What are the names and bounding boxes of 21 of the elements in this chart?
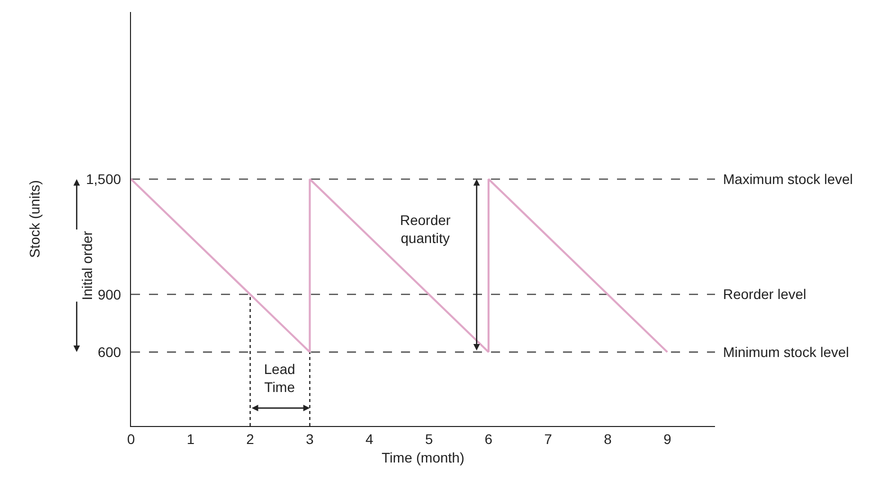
y-axis-title: Stock (units) bbox=[26, 180, 43, 258]
ref-line-label: Reorder level bbox=[723, 286, 806, 302]
ref-line-label: Maximum stock level bbox=[723, 171, 853, 187]
x-tick-label: 6 bbox=[484, 430, 493, 447]
ref-line-label: Minimum stock level bbox=[723, 344, 850, 360]
x-tick-label: 7 bbox=[544, 430, 552, 447]
annotation: Lead Time bbox=[264, 361, 296, 396]
x-tick-label: 9 bbox=[663, 430, 672, 447]
y-tick-label: 1,500 bbox=[86, 171, 122, 188]
x-tick-label: 2 bbox=[246, 430, 254, 447]
x-tick-label: 8 bbox=[604, 430, 612, 447]
annotation: Reorder quantity bbox=[400, 212, 451, 246]
x-tick-label: 3 bbox=[306, 430, 314, 447]
text: Initial order bbox=[79, 230, 96, 300]
y-tick-label: 900 bbox=[98, 286, 122, 302]
x-tick-label: 1 bbox=[186, 430, 195, 447]
x-tick-label: 4 bbox=[365, 430, 374, 447]
x-axis-title: Time (month) bbox=[382, 449, 464, 466]
x-tick-label: 5 bbox=[425, 430, 434, 447]
x-tick-label: 0 bbox=[127, 430, 136, 447]
y-tick-label: 600 bbox=[98, 344, 122, 360]
